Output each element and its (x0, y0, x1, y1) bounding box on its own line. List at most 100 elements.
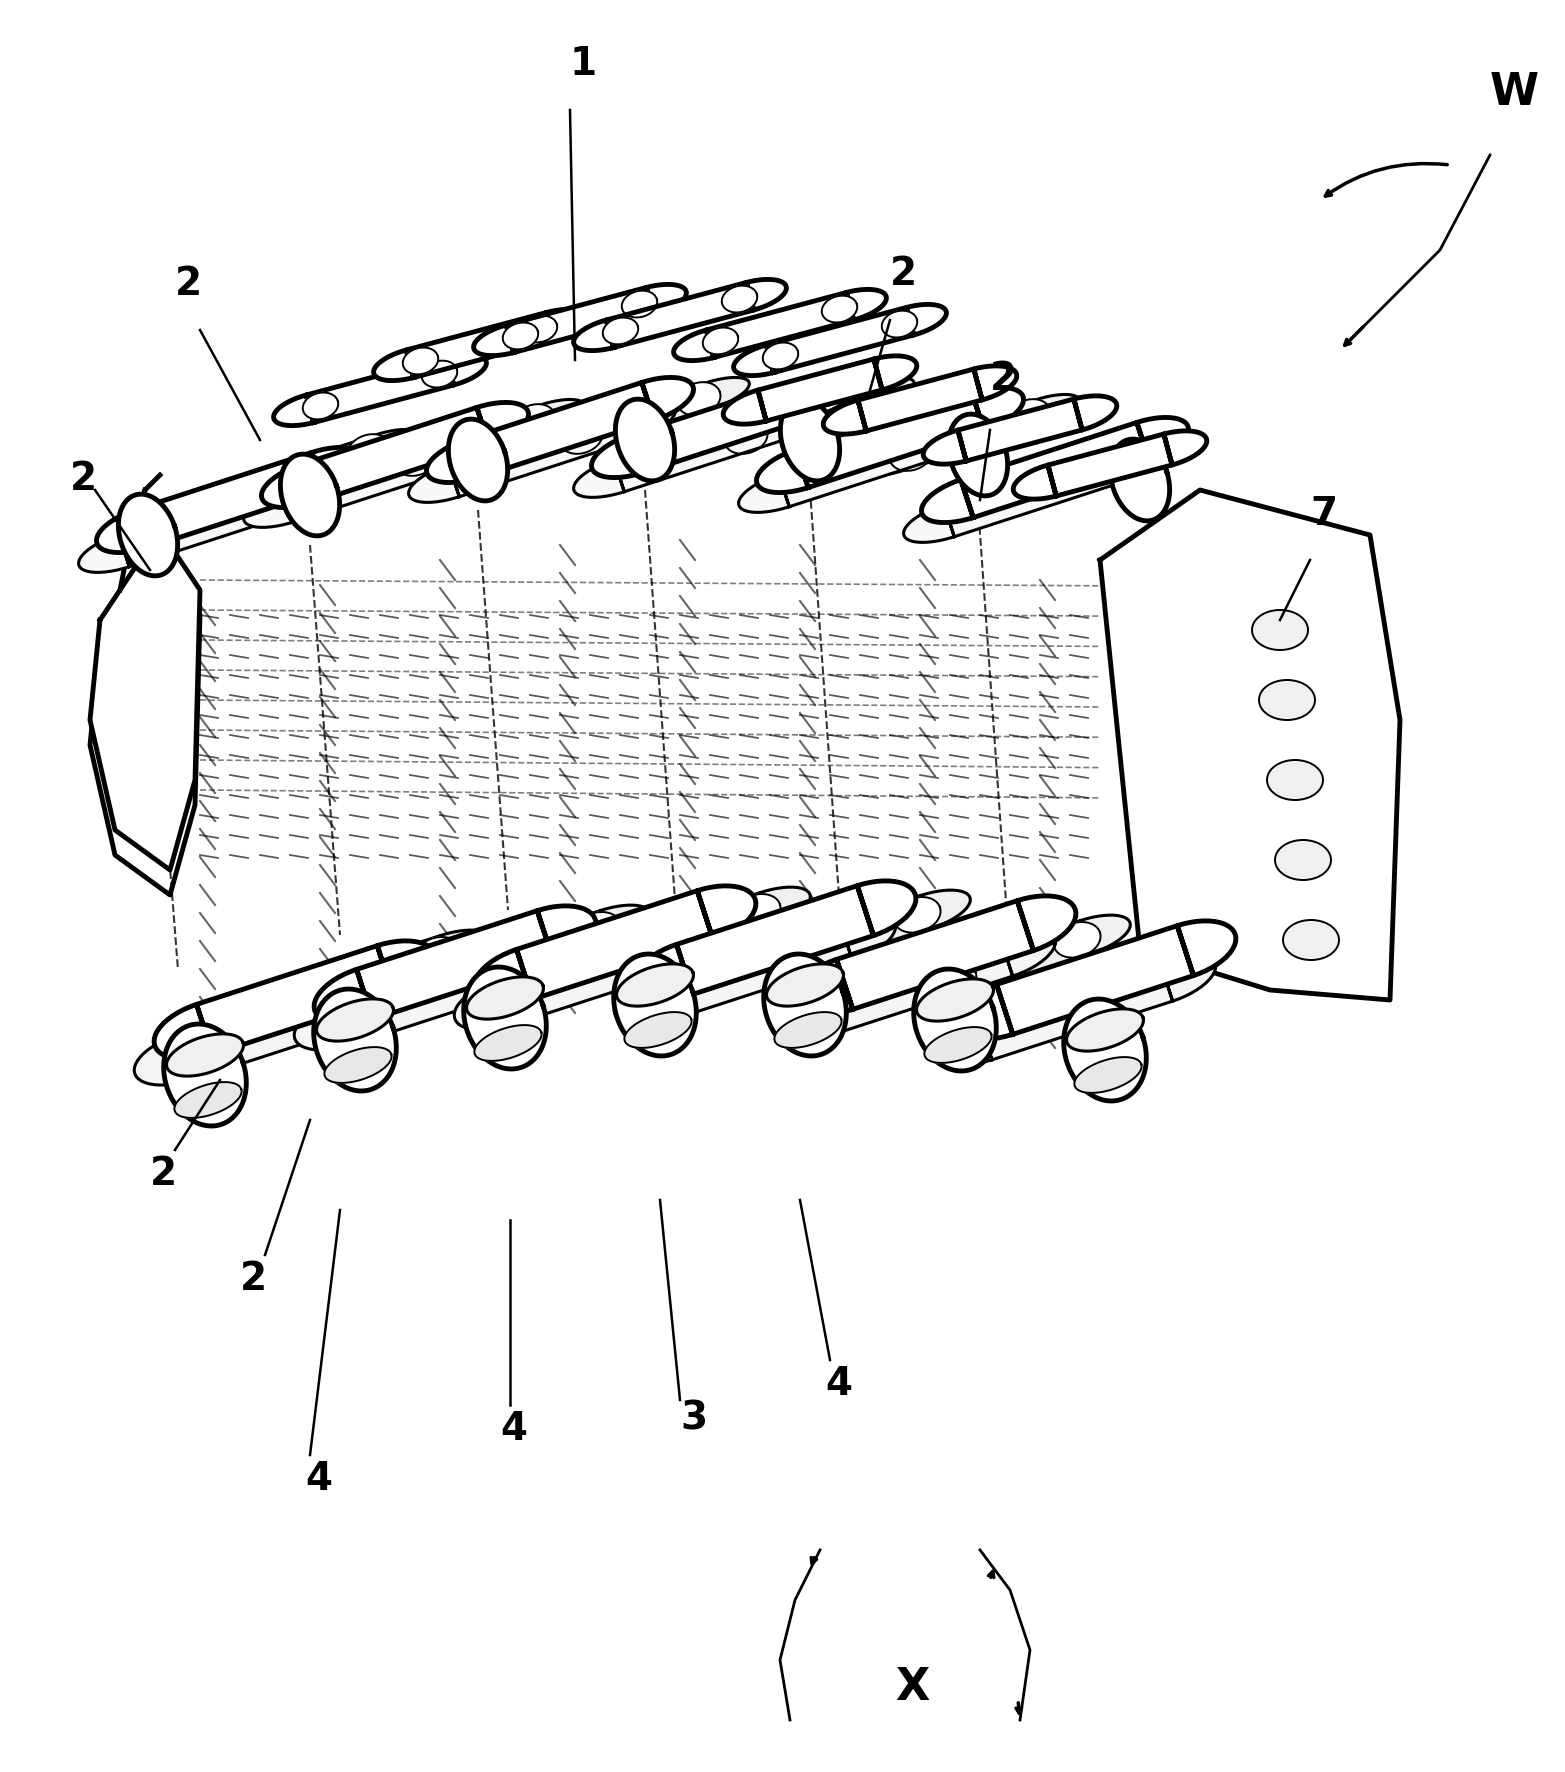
Polygon shape (1111, 439, 1169, 521)
Polygon shape (930, 962, 977, 998)
Polygon shape (574, 913, 621, 948)
Polygon shape (174, 1083, 241, 1118)
Polygon shape (230, 473, 272, 505)
Text: 2: 2 (175, 266, 202, 303)
Text: 1: 1 (570, 44, 598, 83)
Polygon shape (294, 936, 576, 1051)
Polygon shape (200, 429, 419, 510)
Polygon shape (394, 443, 438, 477)
Polygon shape (426, 377, 693, 482)
Polygon shape (955, 921, 1236, 1038)
Polygon shape (621, 291, 657, 317)
Polygon shape (1100, 491, 1401, 999)
Polygon shape (1268, 760, 1322, 799)
Polygon shape (474, 1026, 541, 1061)
Polygon shape (1275, 840, 1330, 881)
Polygon shape (922, 418, 1188, 523)
Polygon shape (603, 317, 639, 344)
Polygon shape (119, 494, 177, 576)
Polygon shape (531, 377, 750, 459)
Polygon shape (466, 976, 543, 1019)
Text: W: W (1490, 71, 1538, 113)
Polygon shape (592, 372, 859, 478)
Polygon shape (260, 930, 490, 1021)
Polygon shape (775, 1012, 842, 1047)
Polygon shape (454, 916, 736, 1030)
Polygon shape (1008, 399, 1050, 432)
Polygon shape (861, 395, 1080, 475)
Polygon shape (770, 937, 817, 973)
Text: 2: 2 (991, 360, 1017, 399)
Polygon shape (1252, 610, 1308, 650)
Polygon shape (634, 881, 916, 999)
Polygon shape (502, 323, 538, 349)
Polygon shape (734, 895, 781, 930)
Polygon shape (923, 395, 1117, 464)
Polygon shape (463, 968, 546, 1069)
Polygon shape (474, 285, 687, 356)
Polygon shape (1258, 680, 1315, 719)
Polygon shape (78, 471, 346, 572)
Polygon shape (725, 420, 767, 454)
Text: 4: 4 (305, 1460, 332, 1497)
Polygon shape (1067, 1008, 1144, 1051)
Polygon shape (419, 905, 651, 994)
Polygon shape (740, 890, 970, 980)
Polygon shape (889, 438, 933, 471)
Polygon shape (244, 427, 510, 528)
Polygon shape (775, 927, 1056, 1040)
Polygon shape (613, 953, 696, 1056)
Polygon shape (153, 941, 437, 1060)
Polygon shape (135, 971, 416, 1084)
Polygon shape (948, 415, 1008, 496)
Polygon shape (767, 964, 844, 1006)
Polygon shape (316, 999, 393, 1042)
Polygon shape (560, 420, 603, 454)
Polygon shape (917, 978, 994, 1021)
Polygon shape (695, 377, 914, 459)
Polygon shape (374, 310, 587, 381)
Polygon shape (609, 934, 656, 969)
Polygon shape (925, 1028, 992, 1063)
Text: 2: 2 (150, 1155, 177, 1193)
Polygon shape (756, 388, 1024, 493)
Polygon shape (97, 447, 363, 553)
Polygon shape (413, 937, 460, 973)
Text: 2: 2 (890, 255, 917, 292)
Polygon shape (521, 315, 557, 342)
Polygon shape (894, 897, 941, 932)
Polygon shape (402, 347, 438, 374)
Polygon shape (617, 964, 693, 1006)
Polygon shape (781, 399, 839, 480)
Polygon shape (1013, 431, 1207, 500)
Text: 3: 3 (681, 1400, 707, 1439)
Polygon shape (1283, 920, 1340, 960)
Polygon shape (302, 393, 338, 420)
Polygon shape (615, 399, 675, 480)
Polygon shape (423, 361, 457, 388)
Polygon shape (703, 328, 739, 354)
Text: 4: 4 (499, 1411, 527, 1448)
Polygon shape (579, 888, 811, 976)
Polygon shape (315, 905, 596, 1024)
Polygon shape (261, 402, 529, 507)
Polygon shape (91, 555, 200, 895)
Text: 2: 2 (70, 461, 97, 498)
Polygon shape (903, 441, 1171, 542)
Polygon shape (574, 280, 787, 351)
Polygon shape (347, 434, 390, 468)
Polygon shape (624, 1012, 692, 1047)
Polygon shape (739, 411, 1005, 512)
Polygon shape (723, 356, 917, 424)
Text: X: X (895, 1666, 930, 1708)
Polygon shape (91, 530, 200, 870)
Polygon shape (678, 383, 720, 415)
Text: 4: 4 (825, 1364, 851, 1403)
Polygon shape (934, 952, 1216, 1065)
Polygon shape (573, 397, 840, 498)
Polygon shape (449, 952, 496, 989)
Polygon shape (613, 911, 895, 1024)
Polygon shape (313, 989, 396, 1092)
Text: 2: 2 (239, 1260, 268, 1299)
Polygon shape (793, 897, 1075, 1014)
